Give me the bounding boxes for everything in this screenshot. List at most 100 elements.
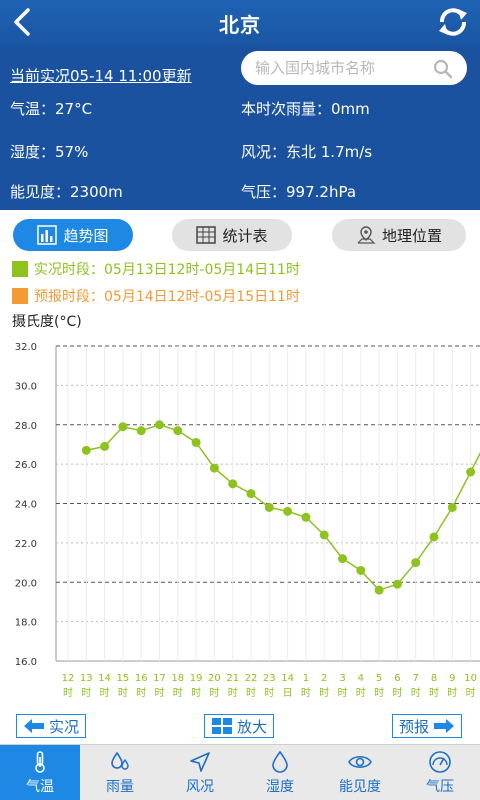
x-tick-label: 4 (358, 673, 364, 684)
x-tick-suffix: 时 (173, 687, 183, 699)
data-point (338, 554, 347, 564)
table-icon (196, 226, 217, 244)
data-point (81, 445, 91, 455)
x-tick-label: 8 (431, 673, 437, 684)
top-bar: 北京 (0, 0, 480, 45)
nav-label: 湿度 (266, 778, 294, 795)
tab-trend-chart[interactable]: 趋势图 (13, 219, 133, 251)
visibility-value: 能见度：2300m (10, 183, 123, 201)
zoom-label: 放大 (237, 717, 268, 736)
x-tick-suffix: 时 (100, 687, 110, 699)
data-point (173, 426, 183, 436)
back-arrow-icon[interactable] (6, 4, 42, 40)
x-tick-suffix: 时 (411, 687, 421, 699)
nav-label: 气压 (426, 778, 454, 795)
gauge-icon (429, 750, 451, 773)
nav-humidity[interactable]: 湿度 (240, 745, 320, 800)
tab-geo-location[interactable]: 地理位置 (332, 219, 466, 251)
series-line (86, 423, 480, 591)
eye-icon (348, 755, 372, 768)
x-tick-suffix: 时 (264, 687, 274, 699)
x-tick-suffix: 时 (466, 687, 476, 699)
bottom-nav: 气温 雨量 风况 湿度 能见度 气压 (0, 744, 480, 800)
y-tick-label: 20.0 (15, 578, 37, 589)
search-icon[interactable] (433, 59, 453, 79)
nav-visibility[interactable]: 能见度 (320, 745, 400, 800)
data-point (301, 512, 311, 522)
data-point (356, 565, 366, 575)
x-tick-suffix: 时 (301, 687, 311, 699)
data-point (118, 422, 128, 432)
x-tick-label: 12 (62, 673, 75, 684)
x-tick-suffix: 时 (356, 687, 366, 699)
refresh-icon[interactable] (434, 3, 472, 41)
nav-wind[interactable]: 风况 (160, 745, 240, 800)
arrow-left-icon (24, 719, 44, 733)
nav-temperature[interactable]: 气温 (0, 745, 80, 800)
y-tick-label: 30.0 (15, 381, 37, 392)
x-tick-label: 5 (376, 673, 382, 684)
legend-observed: 实况时段：05月13日12时-05月14日11时 (12, 259, 300, 279)
nav-pressure[interactable]: 气压 (400, 745, 480, 800)
x-tick-suffix: 时 (246, 687, 256, 699)
data-point (466, 467, 476, 477)
city-search-input[interactable] (255, 58, 425, 78)
arrow-right-icon (434, 719, 455, 733)
data-point (100, 441, 110, 451)
prev-observed-button[interactable]: 实况 (16, 714, 87, 738)
x-tick-label: 14 (281, 673, 294, 684)
y-tick-label: 18.0 (15, 618, 37, 629)
nav-label: 能见度 (339, 778, 381, 795)
tab-label: 趋势图 (63, 226, 109, 245)
y-tick-label: 24.0 (15, 500, 37, 511)
next-label: 预报 (399, 717, 430, 736)
data-point (191, 437, 201, 447)
x-tick-suffix: 时 (228, 687, 238, 699)
nav-rainfall[interactable]: 雨量 (80, 745, 160, 800)
x-tick-suffix: 时 (319, 687, 329, 699)
data-point (319, 530, 329, 540)
data-point (374, 585, 384, 595)
x-tick-label: 3 (339, 673, 345, 684)
x-tick-label: 18 (171, 673, 184, 684)
x-tick-suffix: 时 (155, 687, 165, 699)
data-point (411, 558, 421, 568)
x-tick-suffix: 时 (191, 687, 201, 699)
x-tick-suffix: 时 (81, 687, 91, 699)
y-tick-label: 22.0 (15, 539, 37, 550)
y-tick-label: 16.0 (15, 657, 37, 668)
x-tick-suffix: 时 (374, 687, 384, 699)
prev-label: 实况 (49, 717, 80, 736)
x-tick-label: 21 (226, 673, 239, 684)
x-tick-label: 13 (80, 673, 93, 684)
x-tick-suffix: 时 (429, 687, 439, 699)
wind-arrow-icon (190, 751, 210, 772)
zoom-button[interactable]: 放大 (204, 714, 275, 738)
next-forecast-button[interactable]: 预报 (392, 714, 463, 738)
x-tick-label: 6 (394, 673, 400, 684)
x-tick-suffix: 时 (136, 687, 146, 699)
tab-label: 地理位置 (381, 226, 442, 245)
thermometer-icon (35, 750, 45, 773)
legend-observed-label: 实况时段：05月13日12时-05月14日11时 (34, 262, 300, 278)
data-point (392, 579, 402, 589)
page-title: 北京 (219, 13, 261, 37)
x-tick-label: 7 (413, 673, 419, 684)
city-search-box[interactable] (241, 51, 467, 85)
nav-label: 风况 (186, 778, 214, 795)
x-tick-label: 14 (98, 673, 111, 684)
legend-forecast: 预报时段：05月14日12时-05月15日11时 (12, 286, 300, 306)
temperature-trend-chart: 32.030.028.026.024.022.020.018.016.012时1… (15, 342, 480, 699)
nav-label: 气温 (26, 778, 54, 795)
update-time-link[interactable]: 当前实况05-14 11:00更新 (10, 67, 192, 85)
temperature-value: 气温：27°C (10, 100, 93, 118)
humidity-drop-icon (272, 750, 288, 773)
nav-label: 雨量 (106, 778, 134, 795)
x-tick-suffix: 时 (392, 687, 402, 699)
legend-forecast-label: 预报时段：05月14日12时-05月15日11时 (34, 289, 300, 305)
x-tick-label: 16 (135, 673, 148, 684)
view-tabs: 趋势图 统计表 地理位置 (0, 210, 480, 260)
bar-chart-icon (37, 225, 58, 245)
data-point (283, 506, 293, 516)
tab-statistics-table[interactable]: 统计表 (172, 219, 292, 251)
